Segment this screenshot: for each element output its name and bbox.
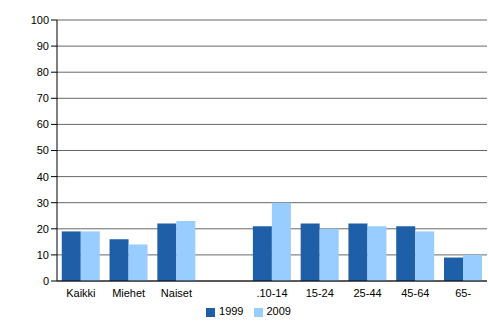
svg-text:60: 60 (37, 118, 49, 130)
svg-text:Naiset: Naiset (161, 287, 192, 299)
svg-text:20: 20 (37, 223, 49, 235)
svg-text:10: 10 (37, 249, 49, 261)
svg-text:50: 50 (37, 144, 49, 156)
svg-text:70: 70 (37, 92, 49, 104)
svg-text:40: 40 (37, 171, 49, 183)
svg-text:Kaikki: Kaikki (66, 287, 95, 299)
svg-text:65-: 65- (455, 287, 471, 299)
svg-text:15-24: 15-24 (306, 287, 334, 299)
svg-text:80: 80 (37, 66, 49, 78)
svg-text:90: 90 (37, 40, 49, 52)
html-text:1999: 1999 (219, 305, 244, 317)
svg-text:25-44: 25-44 (353, 287, 381, 299)
svg-text:0: 0 (43, 275, 49, 287)
svg-text:.10-14: .10-14 (256, 287, 287, 299)
svg-text:Miehet: Miehet (112, 287, 145, 299)
svg-text:30: 30 (37, 197, 49, 209)
svg-text:100: 100 (31, 14, 49, 26)
svg-text:45-64: 45-64 (401, 287, 429, 299)
html-text:2009: 2009 (266, 305, 291, 317)
